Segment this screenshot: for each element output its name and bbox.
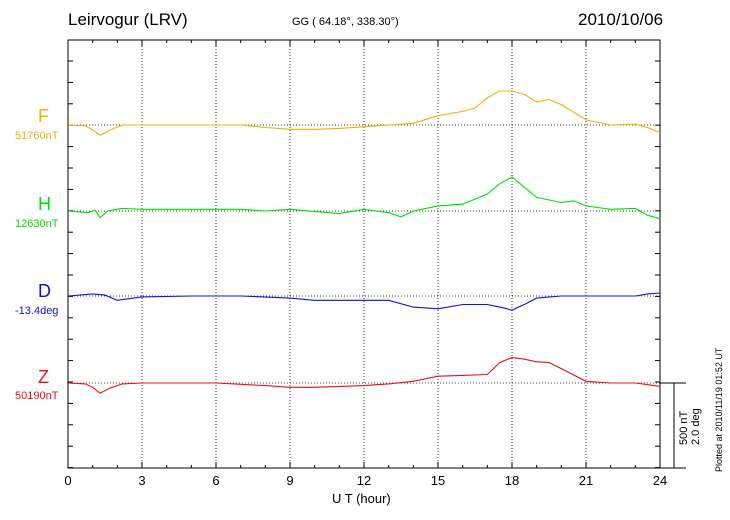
x-axis-label: U T (hour) [332, 491, 391, 506]
scale-bar [660, 382, 686, 469]
station-coordinates: GG ( 64.18°, 338.30°) [292, 16, 399, 28]
f-baseline-value: 51760nT [15, 130, 59, 142]
series-lines [67, 90, 661, 394]
x-tick-label: 3 [138, 473, 145, 488]
series-line-f [67, 90, 661, 136]
x-tick-label: 18 [505, 473, 519, 488]
series-line-h [67, 176, 661, 220]
z-baseline-value: 50190nT [15, 390, 59, 402]
d-baseline-value: -13.4deg [15, 305, 59, 317]
x-tick-label: 0 [64, 473, 71, 488]
f-component-label: F [38, 106, 49, 126]
x-tick-label: 21 [579, 473, 593, 488]
x-tick-label: 24 [653, 473, 667, 488]
x-tick-label: 15 [431, 473, 445, 488]
h-component-label: H [38, 194, 51, 214]
d-component-label: D [38, 281, 51, 301]
h-baseline-value: 12630nT [15, 218, 59, 230]
x-tick-label: 12 [357, 473, 371, 488]
scale-bar-deg-label: 2.0 deg [690, 408, 702, 445]
scale-bar-nt-label: 500 nT [678, 410, 690, 445]
axis-ticks: 0 3 6 9 12 15 18 21 24 [64, 40, 667, 488]
plotted-timestamp: Plotted at 2010/11/19 01:52 UT [714, 347, 724, 472]
x-tick-label: 6 [212, 473, 219, 488]
grid-lines [68, 40, 660, 468]
x-tick-label: 9 [286, 473, 293, 488]
series-line-z [67, 356, 661, 394]
plot-date: 2010/10/06 [578, 10, 664, 29]
z-component-label: Z [38, 367, 49, 387]
series-line-d [67, 292, 661, 311]
station-title: Leirvogur (LRV) [68, 10, 188, 29]
